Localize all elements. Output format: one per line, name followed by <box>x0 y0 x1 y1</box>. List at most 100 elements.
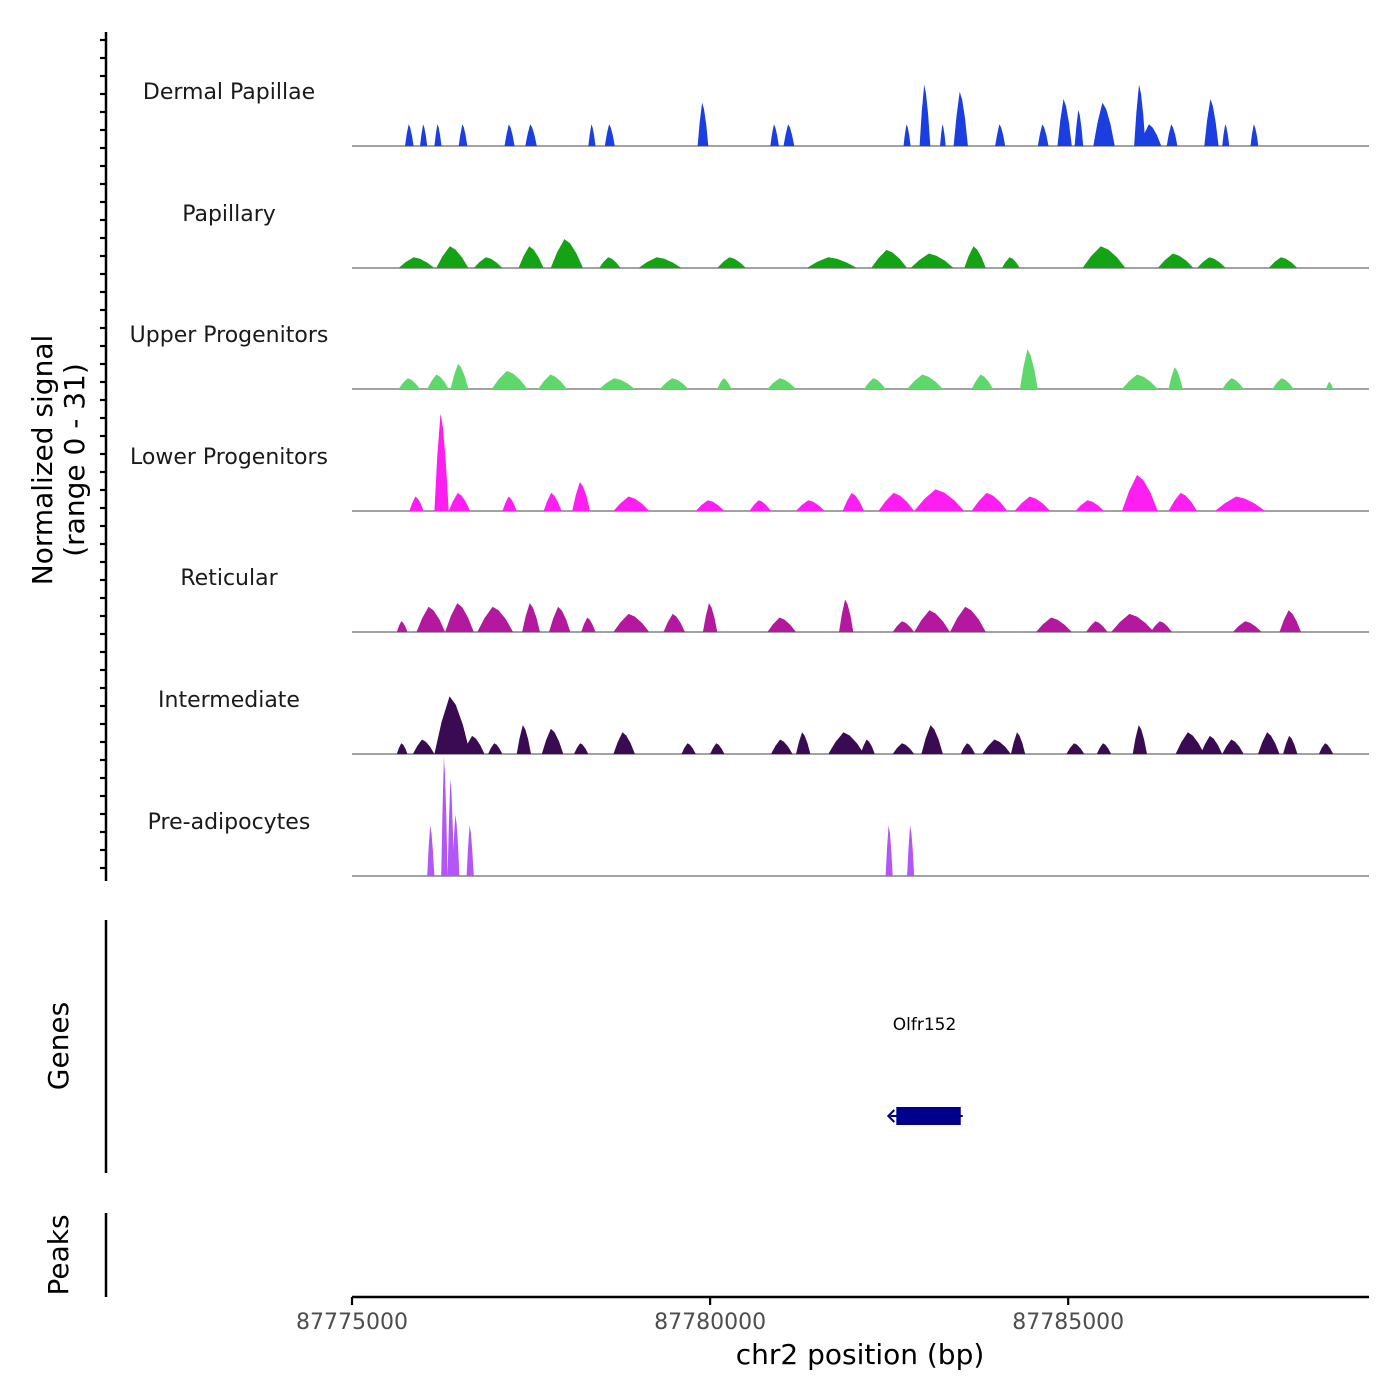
signal-peak <box>1222 378 1244 389</box>
signal-peak <box>1074 109 1084 146</box>
signal-peak <box>1111 613 1155 632</box>
signal-peak <box>1066 743 1085 754</box>
signal-peak <box>427 374 449 389</box>
signal-peak <box>1283 735 1298 754</box>
track-lower-progenitors: Lower Progenitors <box>130 413 1369 512</box>
track-label: Pre-adipocytes <box>148 810 311 835</box>
signal-peak <box>892 621 915 632</box>
signal-peak <box>971 374 993 389</box>
signal-peak <box>448 492 471 511</box>
signal-peak <box>1093 102 1115 146</box>
signal-peak <box>971 492 1008 511</box>
signal-peak <box>982 739 1011 754</box>
signal-peak <box>907 374 943 389</box>
signal-peak <box>914 610 950 632</box>
signal-peak <box>995 124 1006 146</box>
signal-peak <box>541 728 564 754</box>
signal-peak <box>1010 732 1026 754</box>
signal-peak <box>1204 99 1219 146</box>
signal-peak <box>1121 374 1158 389</box>
signal-peak <box>953 91 968 146</box>
signal-peak <box>416 606 446 632</box>
signal-peak <box>871 249 908 268</box>
signal-peak <box>903 124 911 146</box>
signal-peak <box>604 124 615 146</box>
signal-peak <box>550 239 583 268</box>
genes-panel-label: Genes <box>42 1002 75 1090</box>
track-papillary: Papillary <box>182 202 1369 269</box>
track-dermal-papillae: Dermal Papillae <box>143 80 1369 147</box>
signal-peak <box>613 613 650 632</box>
x-tick-label: 87775000 <box>296 1310 408 1335</box>
track-label: Intermediate <box>158 688 300 713</box>
signal-peak <box>1222 739 1244 754</box>
signal-peak <box>1096 743 1112 754</box>
coverage-y-axis <box>100 32 108 881</box>
signal-peak <box>767 617 796 632</box>
signal-peak <box>396 743 408 754</box>
signal-peak <box>1168 492 1198 511</box>
signal-peak <box>638 257 682 268</box>
peaks-panel: Peaks <box>42 1213 108 1297</box>
signal-peak <box>663 613 685 632</box>
x-tick-label: 87785000 <box>1012 1310 1124 1335</box>
signal-peak <box>434 413 449 511</box>
signal-peak <box>477 606 514 632</box>
signal-peak <box>538 374 567 389</box>
signal-peak <box>488 743 503 754</box>
x-tick-label: 87780000 <box>654 1310 766 1335</box>
signal-peak <box>450 363 469 389</box>
signal-peak <box>892 743 915 754</box>
signal-peak <box>1057 99 1072 146</box>
y-axis-range-label: (range 0 - 31) <box>58 363 91 557</box>
signal-peak <box>717 257 746 268</box>
signal-peak <box>445 603 474 632</box>
signal-peak <box>1121 474 1158 511</box>
signal-peak <box>522 603 540 632</box>
signal-peak <box>466 825 474 876</box>
signal-peak <box>710 743 725 754</box>
signal-peak <box>1197 257 1226 268</box>
y-axis-title: Normalized signal (range 0 - 31) <box>26 335 91 586</box>
signal-peak <box>409 496 424 511</box>
signal-peak <box>839 599 854 632</box>
signal-peak <box>473 257 503 268</box>
signal-peak <box>574 743 589 754</box>
signal-peak <box>463 735 485 754</box>
signal-peak <box>412 739 435 754</box>
signal-peak <box>491 370 528 389</box>
track-label: Papillary <box>182 202 276 227</box>
signal-peak <box>1150 621 1172 632</box>
track-label: Lower Progenitors <box>130 445 328 470</box>
signal-peak <box>681 743 696 754</box>
coverage-tracks: Dermal Papillae Papillary Upper Progenitor… <box>130 80 1369 877</box>
signal-peak <box>1134 84 1146 146</box>
signal-peak <box>1036 617 1072 632</box>
signal-peak <box>599 257 621 268</box>
signal-peak <box>860 739 875 754</box>
signal-peak <box>1139 124 1162 146</box>
signal-peak <box>447 778 455 876</box>
signal-peak <box>398 257 435 268</box>
gene-strand-arrow <box>886 1109 896 1123</box>
signal-peak <box>771 739 793 754</box>
signal-peak <box>518 246 544 268</box>
signal-peak <box>1037 124 1049 146</box>
signal-peak <box>1268 257 1298 268</box>
signal-peak <box>1014 496 1051 511</box>
genes-panel: Genes Olfr152 <box>42 920 963 1173</box>
signal-peak <box>1232 621 1262 632</box>
signal-peak <box>1132 725 1147 754</box>
signal-peak <box>697 102 709 146</box>
signal-peak <box>396 621 408 632</box>
signal-peak <box>434 696 471 754</box>
signal-peak <box>1175 732 1205 754</box>
track-pre-adipocytes: Pre-adipocytes <box>148 756 1369 877</box>
signal-peak <box>950 606 986 632</box>
signal-peak <box>1019 349 1038 389</box>
signal-peak <box>549 606 571 632</box>
signal-peak <box>1168 367 1183 389</box>
gene-olfr152: Olfr152 <box>886 1015 963 1125</box>
gene-label: Olfr152 <box>893 1015 957 1035</box>
